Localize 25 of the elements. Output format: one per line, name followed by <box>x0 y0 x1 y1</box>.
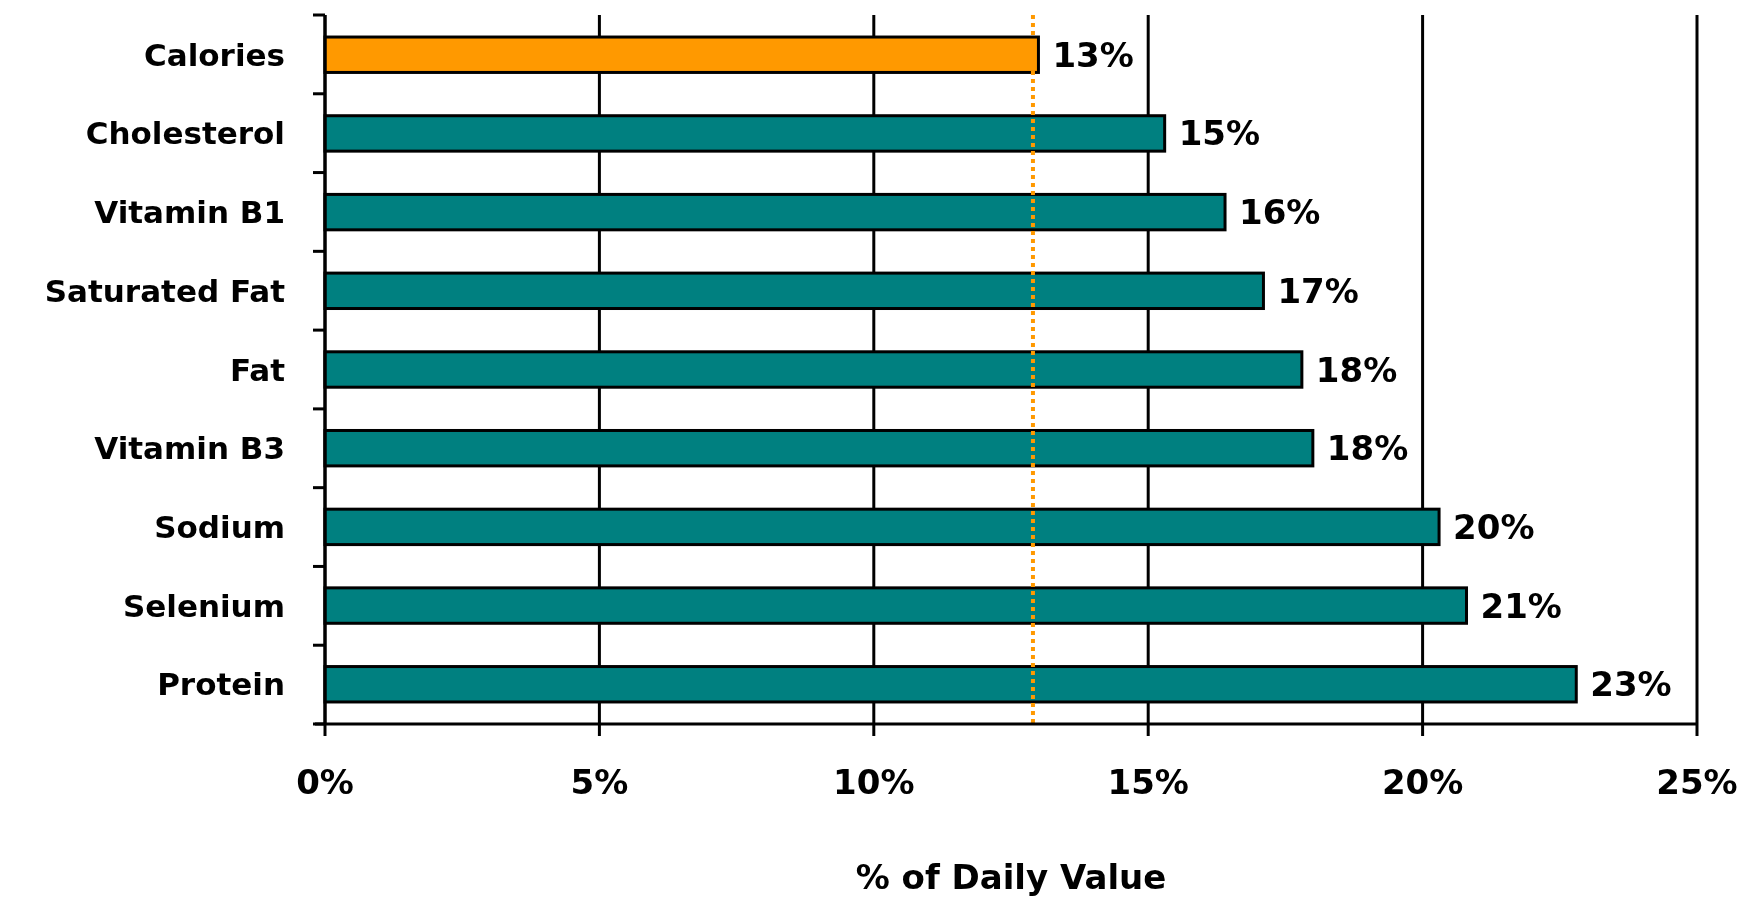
x-tick-label: 0% <box>296 762 354 802</box>
data-label: 18% <box>1315 349 1398 390</box>
y-tick-label: Protein <box>157 666 285 703</box>
data-label: 18% <box>1326 428 1409 469</box>
x-tick-label: 15% <box>1107 762 1189 802</box>
y-tick-label: Calories <box>144 36 285 73</box>
y-tick-label: Vitamin B3 <box>94 430 285 467</box>
data-label: 21% <box>1480 585 1562 626</box>
x-axis-title: % of Daily Value <box>855 857 1167 897</box>
y-tick-label: Vitamin B1 <box>94 194 285 231</box>
data-label: 20% <box>1453 506 1535 547</box>
x-tick-label: 5% <box>570 762 629 802</box>
y-tick-label: Selenium <box>122 587 285 624</box>
data-label: 13% <box>1052 34 1134 75</box>
x-tick-label: 25% <box>1656 762 1738 802</box>
x-tick-label: 10% <box>833 762 915 802</box>
data-label: 16% <box>1239 192 1321 233</box>
data-label: 15% <box>1178 113 1261 154</box>
x-tick-label: 20% <box>1381 762 1464 802</box>
data-label: 17% <box>1277 270 1359 311</box>
y-tick-label: Fat <box>229 351 286 388</box>
data-label: 23% <box>1590 664 1672 705</box>
y-tick-label: Cholesterol <box>85 115 285 152</box>
y-tick-label: Sodium <box>154 508 285 545</box>
y-tick-label: Saturated Fat <box>44 272 286 309</box>
